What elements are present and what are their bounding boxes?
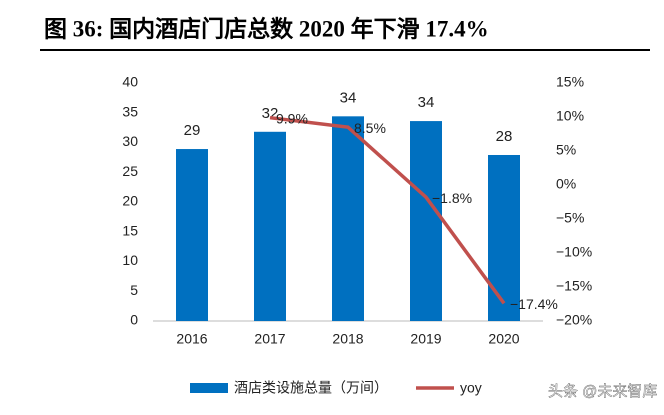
data-label: −1.8% xyxy=(432,190,472,206)
data-label: 28 xyxy=(496,128,513,145)
y-tick-label: 20 xyxy=(122,193,138,209)
legend-label: yoy xyxy=(460,380,482,396)
line xyxy=(269,115,506,305)
y-tick-label: 25 xyxy=(122,163,138,179)
y2-tick-label: −20% xyxy=(556,312,592,328)
y-tick-label: 35 xyxy=(122,103,138,119)
x-tick-label: 2019 xyxy=(410,331,441,347)
chart-title: 图 36: 国内酒店门店总数 2020 年下滑 17.4% xyxy=(44,15,489,41)
data-label: 8.5% xyxy=(354,120,386,136)
y-tick-label: 5 xyxy=(130,282,138,298)
y2-tick-label: −10% xyxy=(556,244,592,260)
legend-label: 酒店类设施总量（万间） xyxy=(234,380,388,396)
data-label: −17.4% xyxy=(510,296,558,312)
data-label: 9.9% xyxy=(276,110,308,126)
y2-tick-label: 5% xyxy=(556,142,576,158)
data-label: 29 xyxy=(184,122,201,139)
y-tick-label: 15 xyxy=(122,222,138,238)
y-tick-label: 10 xyxy=(122,252,138,268)
y2-tick-label: −15% xyxy=(556,278,592,294)
bar xyxy=(332,116,364,321)
y-tick-label: 40 xyxy=(122,74,138,90)
y2-tick-label: −5% xyxy=(556,210,584,226)
bar xyxy=(410,121,442,321)
bar xyxy=(176,149,208,321)
x-tick-label: 2017 xyxy=(254,331,285,347)
y2-tick-label: 15% xyxy=(556,74,584,90)
y-tick-label: 0 xyxy=(130,312,138,328)
y2-tick-label: 0% xyxy=(556,176,576,192)
watermark: 头条 @未来智库 xyxy=(548,382,657,400)
y-tick-label: 30 xyxy=(122,133,138,149)
bar xyxy=(254,131,286,321)
bar xyxy=(488,154,520,321)
y2-tick-label: 10% xyxy=(556,108,584,124)
x-tick-label: 2020 xyxy=(488,331,519,347)
data-label: 34 xyxy=(340,89,357,106)
data-label: 34 xyxy=(418,94,435,111)
legend-swatch xyxy=(190,383,228,393)
x-tick-label: 2016 xyxy=(176,331,207,347)
x-tick-label: 2018 xyxy=(332,331,363,347)
